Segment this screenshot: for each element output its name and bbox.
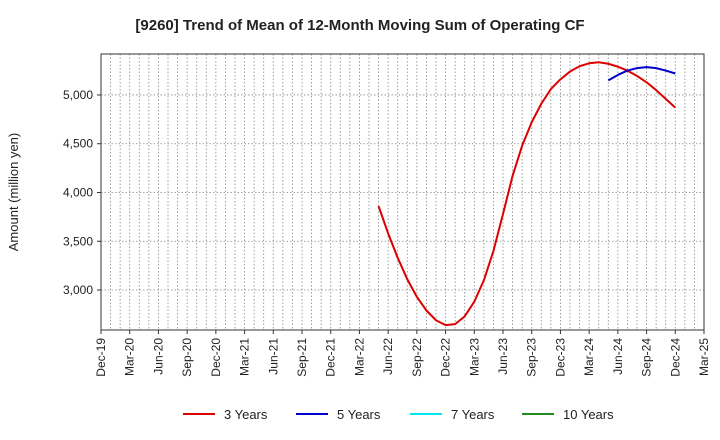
x-tick-label: Sep-22 (410, 338, 424, 377)
x-tick-label: Dec-24 (668, 338, 682, 377)
x-tick-label: Sep-21 (295, 338, 309, 377)
x-tick-label: Sep-20 (180, 338, 194, 377)
legend-label-7-years: 7 Years (451, 407, 495, 422)
legend-label-5-years: 5 Years (337, 407, 381, 422)
y-tick-label: 5,000 (63, 88, 93, 102)
x-tick-label: Mar-21 (238, 338, 252, 376)
series-line-3-years (377, 61, 676, 327)
y-tick-label: 4,000 (63, 185, 93, 199)
x-tick-label: Sep-24 (640, 338, 654, 377)
x-tick-label: Dec-21 (324, 338, 338, 377)
series-lines (377, 61, 676, 327)
x-tick-label: Jun-23 (496, 338, 510, 375)
y-tick-label: 3,500 (63, 234, 93, 248)
y-axis-label: Amount (million yen) (6, 133, 21, 252)
series-line-5-years (607, 66, 676, 82)
legend-label-10-years: 10 Years (563, 407, 614, 422)
y-tick-label: 3,000 (63, 283, 93, 297)
x-tick-label: Jun-20 (151, 338, 165, 375)
x-tick-label: Mar-22 (352, 338, 366, 376)
x-tick-label: Dec-22 (439, 338, 453, 377)
x-tick-label: Dec-19 (94, 338, 108, 377)
x-tick-label: Jun-21 (266, 338, 280, 375)
legend: 3 Years 5 Years 7 Years 10 Years (183, 407, 614, 422)
legend-label-3-years: 3 Years (224, 407, 268, 422)
x-tick-label: Dec-20 (209, 338, 223, 377)
x-tick-label: Jun-22 (381, 338, 395, 375)
grid (101, 54, 704, 330)
y-tick-label: 4,500 (63, 137, 93, 151)
x-tick-label: Mar-24 (582, 338, 596, 376)
x-tick-label: Sep-23 (525, 338, 539, 377)
x-tick-label: Mar-23 (467, 338, 481, 376)
x-tick-label: Jun-24 (611, 338, 625, 375)
y-axis-ticks: 3,000 3,500 4,000 4,500 5,000 (63, 88, 101, 297)
x-tick-label: Mar-20 (123, 338, 137, 376)
x-tick-label: Mar-25 (697, 338, 711, 376)
chart-title: [9260] Trend of Mean of 12-Month Moving … (135, 17, 584, 34)
x-tick-label: Dec-23 (553, 338, 567, 377)
x-axis-ticks: Dec-19 Mar-20 Jun-20 Sep-20 Dec-20 Mar-21 Jun-… (94, 330, 711, 377)
plot-frame (100, 53, 705, 331)
